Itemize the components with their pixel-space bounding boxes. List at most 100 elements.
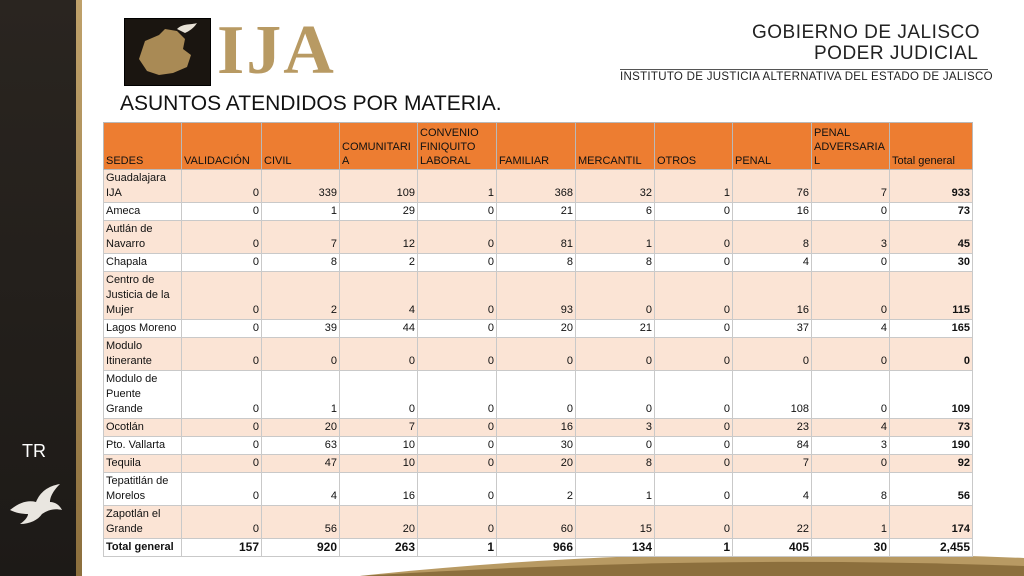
- value-cell: 8: [575, 253, 655, 272]
- totals-cell: 263: [339, 538, 418, 557]
- value-cell: 0: [181, 220, 262, 254]
- value-cell: 22: [732, 505, 812, 539]
- value-cell: 0: [417, 370, 497, 419]
- total-cell: 933: [889, 169, 973, 203]
- value-cell: 0: [181, 253, 262, 272]
- sede-cell: Tequila: [103, 454, 182, 473]
- sede-cell: Modulo Itinerante: [103, 337, 182, 371]
- column-header: Total general: [889, 122, 973, 170]
- value-cell: 12: [339, 220, 418, 254]
- header-row: SEDES VALIDACIÓN CIVIL COMUNITARI A CONVENIO…: [103, 122, 973, 170]
- value-cell: 0: [417, 319, 497, 338]
- value-cell: 1: [575, 220, 655, 254]
- value-cell: 1: [575, 472, 655, 506]
- value-cell: 16: [496, 418, 576, 437]
- column-header: COMUNITARI A: [339, 122, 418, 170]
- value-cell: 0: [811, 454, 890, 473]
- value-cell: 0: [575, 436, 655, 455]
- sede-cell: Modulo de Puente Grande: [103, 370, 182, 419]
- totals-cell: 1: [417, 538, 497, 557]
- gov-line2: PODER JUDICIAL: [814, 43, 979, 64]
- column-header: CONVENIO FINIQUITO LABORAL: [417, 122, 497, 170]
- value-cell: 6: [575, 202, 655, 221]
- value-cell: 8: [811, 472, 890, 506]
- value-cell: 0: [181, 418, 262, 437]
- value-cell: 0: [339, 337, 418, 371]
- data-table: SEDES VALIDACIÓN CIVIL COMUNITARI A CONVENIO…: [103, 122, 973, 557]
- totals-cell: 134: [575, 538, 655, 557]
- value-cell: 0: [654, 505, 733, 539]
- sede-cell: Lagos Moreno: [103, 319, 182, 338]
- column-header: SEDES: [103, 122, 182, 170]
- value-cell: 109: [339, 169, 418, 203]
- totals-row: Total general 157 920 263 1 966 134 1 405 30 2,455: [103, 538, 973, 557]
- value-cell: 56: [261, 505, 340, 539]
- value-cell: 0: [181, 472, 262, 506]
- table-row: Pto. Vallarta 0 63 10 0 30 0 0 84 3 190: [103, 436, 973, 455]
- value-cell: 16: [339, 472, 418, 506]
- sede-cell: Zapotlán el Grande: [103, 505, 182, 539]
- value-cell: 0: [654, 271, 733, 320]
- value-cell: 37: [732, 319, 812, 338]
- column-header: VALIDACIÓN: [181, 122, 262, 170]
- value-cell: 0: [417, 253, 497, 272]
- value-cell: 4: [811, 418, 890, 437]
- total-cell: 92: [889, 454, 973, 473]
- value-cell: 0: [181, 337, 262, 371]
- value-cell: 0: [181, 370, 262, 419]
- value-cell: 4: [339, 271, 418, 320]
- table-row: Modulo de Puente Grande 0 1 0 0 0 0 0 108 0 109: [103, 370, 973, 419]
- value-cell: 10: [339, 436, 418, 455]
- value-cell: 30: [496, 436, 576, 455]
- value-cell: 0: [654, 370, 733, 419]
- table-row: Ameca 0 1 29 0 21 6 0 16 0 73: [103, 202, 973, 221]
- value-cell: 0: [417, 436, 497, 455]
- value-cell: 0: [417, 472, 497, 506]
- value-cell: 29: [339, 202, 418, 221]
- value-cell: 0: [417, 202, 497, 221]
- value-cell: 0: [811, 253, 890, 272]
- value-cell: 0: [181, 271, 262, 320]
- table-body: Guadalajara IJA 0 339 109 1 368 32 1 76 7 933 Amec…: [103, 169, 973, 557]
- ija-logo-text: IJA: [217, 12, 336, 89]
- total-cell: 115: [889, 271, 973, 320]
- value-cell: 0: [654, 337, 733, 371]
- value-cell: 0: [181, 169, 262, 203]
- value-cell: 0: [417, 418, 497, 437]
- value-cell: 0: [575, 370, 655, 419]
- table-row: Guadalajara IJA 0 339 109 1 368 32 1 76 7 933: [103, 169, 973, 203]
- left-band: [0, 0, 76, 576]
- value-cell: 7: [261, 220, 340, 254]
- totals-cell: 30: [811, 538, 890, 557]
- totals-cell: 1: [654, 538, 733, 557]
- value-cell: 81: [496, 220, 576, 254]
- value-cell: 8: [496, 253, 576, 272]
- value-cell: 0: [417, 505, 497, 539]
- value-cell: 0: [181, 436, 262, 455]
- value-cell: 3: [575, 418, 655, 437]
- sede-cell: Tepatitlán de Morelos: [103, 472, 182, 506]
- total-cell: 30: [889, 253, 973, 272]
- left-gold-stripe: [76, 0, 82, 576]
- value-cell: 60: [496, 505, 576, 539]
- totals-cell: 920: [261, 538, 340, 557]
- column-header: CIVIL: [261, 122, 340, 170]
- value-cell: 1: [654, 169, 733, 203]
- value-cell: 21: [496, 202, 576, 221]
- table-row: Tequila 0 47 10 0 20 8 0 7 0 92: [103, 454, 973, 473]
- map-icon: [139, 23, 197, 75]
- value-cell: 16: [732, 202, 812, 221]
- value-cell: 0: [417, 337, 497, 371]
- sede-cell: Pto. Vallarta: [103, 436, 182, 455]
- value-cell: 20: [496, 454, 576, 473]
- value-cell: 0: [181, 454, 262, 473]
- value-cell: 21: [575, 319, 655, 338]
- value-cell: 0: [417, 271, 497, 320]
- value-cell: 0: [496, 370, 576, 419]
- total-cell: 190: [889, 436, 973, 455]
- value-cell: 0: [181, 202, 262, 221]
- value-cell: 2: [339, 253, 418, 272]
- value-cell: 7: [339, 418, 418, 437]
- totals-cell: 157: [181, 538, 262, 557]
- total-cell: 45: [889, 220, 973, 254]
